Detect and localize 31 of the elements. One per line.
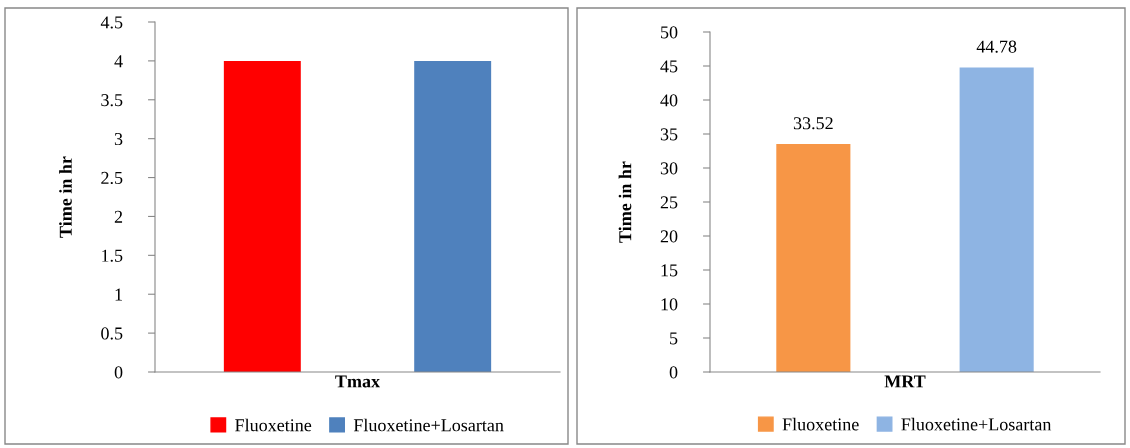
y-tick-label: 25	[660, 196, 678, 209]
y-tick-label: 0	[669, 366, 678, 379]
y-tick-label: 0	[114, 366, 123, 379]
y-tick-label: 45	[660, 60, 678, 73]
y-tick-label: 4	[114, 55, 123, 68]
x-tick-label: Tmax	[335, 375, 380, 388]
y-tick-label: 2.5	[101, 171, 123, 185]
y-tick-label: 1	[115, 288, 122, 301]
legend-label: Fluoxetine+Losartan	[353, 418, 504, 432]
y-tick-label: 4.5	[100, 16, 123, 29]
data-label: 33.52	[793, 117, 833, 130]
legend-label: Fluoxetine	[782, 417, 859, 431]
y-tick-label: 30	[660, 162, 678, 175]
y-tick-label: 3.5	[101, 94, 123, 107]
y-tick-label: 10	[661, 298, 678, 311]
y-tick-label: 0.5	[101, 327, 123, 340]
data-label: 44.78	[976, 40, 1017, 53]
y-axis-title: Time in hr	[618, 161, 632, 243]
y-tick-label: 50	[661, 26, 678, 39]
legend-label: Fluoxetine	[235, 418, 312, 432]
y-tick-label: 40	[660, 94, 678, 107]
y-tick-label: 20	[660, 230, 678, 243]
y-tick-label: 15	[661, 264, 678, 277]
x-tick-label: MRT	[884, 375, 926, 388]
y-axis-title: Time in hr	[59, 156, 72, 238]
y-tick-label: 1.5	[102, 249, 123, 262]
y-tick-label: 2	[114, 210, 123, 223]
y-tick-label: 5	[670, 332, 678, 345]
legend-label: Fluoxetine+Losartan	[901, 417, 1052, 431]
y-tick-label: 3	[114, 132, 123, 146]
y-tick-label: 35	[660, 128, 678, 141]
